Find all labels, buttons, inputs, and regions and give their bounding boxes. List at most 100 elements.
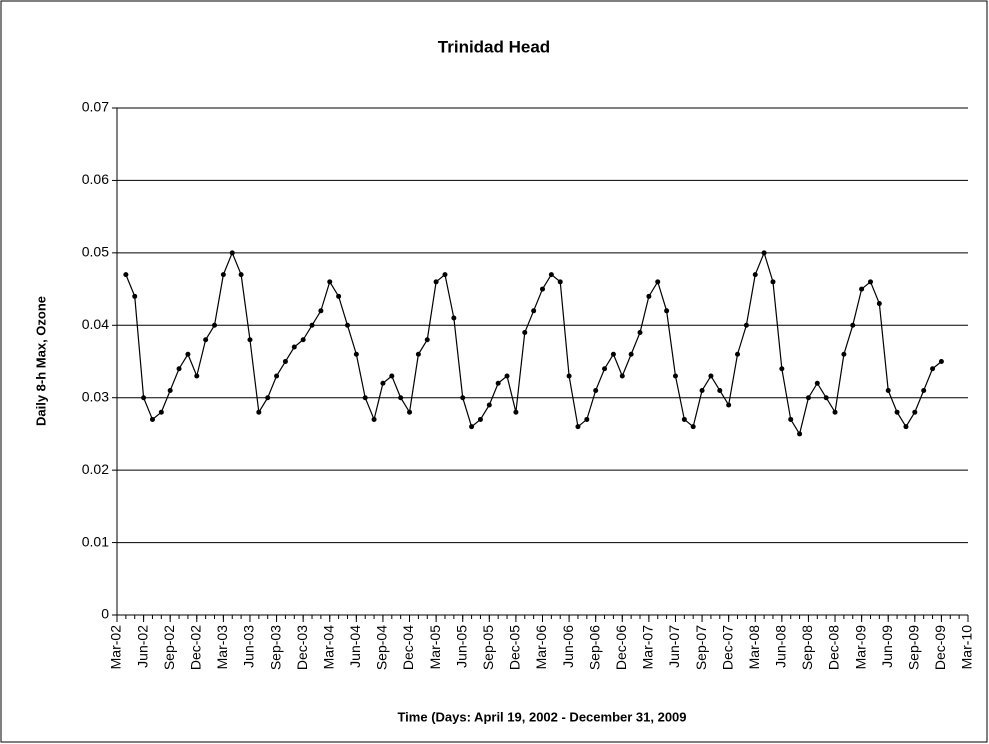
data-point [575, 424, 581, 430]
y-tick-label: 0.02 [82, 461, 109, 477]
data-point [353, 351, 359, 357]
x-tick-label: Sep-09 [906, 625, 922, 670]
x-tick-label: Mar-03 [214, 625, 230, 670]
x-tick-label: Mar-02 [108, 625, 124, 670]
data-point [788, 416, 794, 422]
x-tick-label: Mar-05 [427, 625, 443, 670]
data-point [504, 373, 510, 379]
x-tick-label: Dec-05 [507, 625, 523, 670]
data-point [602, 366, 608, 372]
x-tick-label: Sep-02 [161, 625, 177, 670]
x-tick-label: Jun-03 [241, 625, 257, 668]
y-tick-label: 0.01 [82, 533, 109, 549]
data-point [814, 380, 820, 386]
x-tick-label: Jun-04 [347, 625, 363, 668]
x-tick-label: Mar-09 [852, 625, 868, 670]
data-point [309, 322, 315, 328]
x-tick-label: Jun-09 [879, 625, 895, 668]
y-tick-label: 0.04 [82, 316, 109, 332]
data-point [327, 279, 333, 285]
data-point [894, 409, 900, 415]
x-tick-label: Mar-10 [959, 625, 975, 670]
data-point [646, 293, 652, 299]
data-point [424, 337, 430, 343]
data-point [540, 286, 545, 292]
data-point [203, 337, 209, 343]
data-point [681, 416, 687, 422]
data-point [149, 416, 155, 422]
data-point [726, 402, 732, 408]
y-tick-label: 0.07 [82, 99, 109, 115]
y-axis-label: Daily 8-h Max, Ozone [33, 296, 48, 426]
data-point [779, 366, 785, 372]
data-point [141, 395, 147, 401]
y-tick-label: 0.05 [82, 244, 109, 260]
data-point [495, 380, 501, 386]
data-point [610, 351, 616, 357]
data-point [664, 308, 670, 314]
data-point [584, 416, 590, 422]
x-tick-label: Sep-03 [267, 625, 283, 670]
data-point [477, 416, 483, 422]
x-tick-label: Dec-09 [932, 625, 948, 670]
x-tick-label: Dec-06 [613, 625, 629, 670]
data-point [867, 279, 873, 285]
data-point [548, 272, 554, 278]
data-point [220, 272, 226, 278]
data-point [469, 424, 475, 430]
data-point [566, 373, 572, 379]
data-point [797, 431, 803, 437]
x-tick-label: Dec-08 [826, 625, 842, 670]
y-tick-label: 0.06 [82, 171, 109, 187]
data-point [885, 387, 891, 393]
data-point [433, 279, 439, 285]
data-point [362, 395, 368, 401]
x-tick-label: Dec-02 [187, 625, 203, 670]
data-point [823, 395, 829, 401]
data-point [699, 387, 705, 393]
x-tick-label: Mar-08 [746, 625, 762, 670]
data-point [717, 387, 723, 393]
data-point [876, 301, 882, 307]
data-point [752, 272, 758, 278]
data-point [229, 250, 235, 256]
data-point [522, 330, 528, 336]
data-point [442, 272, 448, 278]
data-point [672, 373, 678, 379]
data-point [247, 337, 253, 343]
y-tick-label: 0 [101, 606, 109, 622]
data-point [859, 286, 865, 292]
data-point [344, 322, 350, 328]
data-point [318, 308, 324, 314]
x-tick-label: Jun-08 [773, 625, 789, 668]
data-point [238, 272, 244, 278]
data-point [212, 322, 218, 328]
data-point [850, 322, 856, 328]
x-tick-label: Mar-06 [533, 625, 549, 670]
data-point [938, 359, 944, 364]
data-point [531, 308, 537, 314]
data-point [619, 373, 625, 379]
x-tick-label: Sep-07 [693, 625, 709, 670]
data-point [176, 366, 182, 372]
x-axis-label: Time (Days: April 19, 2002 - December 31… [397, 709, 686, 724]
x-tick-label: Jun-02 [134, 625, 150, 668]
data-point [274, 373, 280, 379]
x-tick-label: Jun-07 [666, 625, 682, 668]
data-point [460, 395, 466, 401]
x-tick-label: Sep-05 [480, 625, 496, 670]
x-tick-label: Sep-08 [799, 625, 815, 670]
data-point [407, 409, 413, 415]
data-point [123, 272, 129, 278]
x-tick-label: Dec-04 [400, 625, 416, 670]
data-point [132, 293, 138, 299]
data-point [300, 337, 306, 343]
x-tick-label: Dec-03 [294, 625, 310, 670]
data-point [593, 387, 599, 393]
data-point [451, 315, 457, 321]
data-point [256, 409, 262, 415]
data-point [389, 373, 395, 379]
x-tick-label: Mar-07 [640, 625, 656, 670]
data-point [805, 395, 811, 401]
